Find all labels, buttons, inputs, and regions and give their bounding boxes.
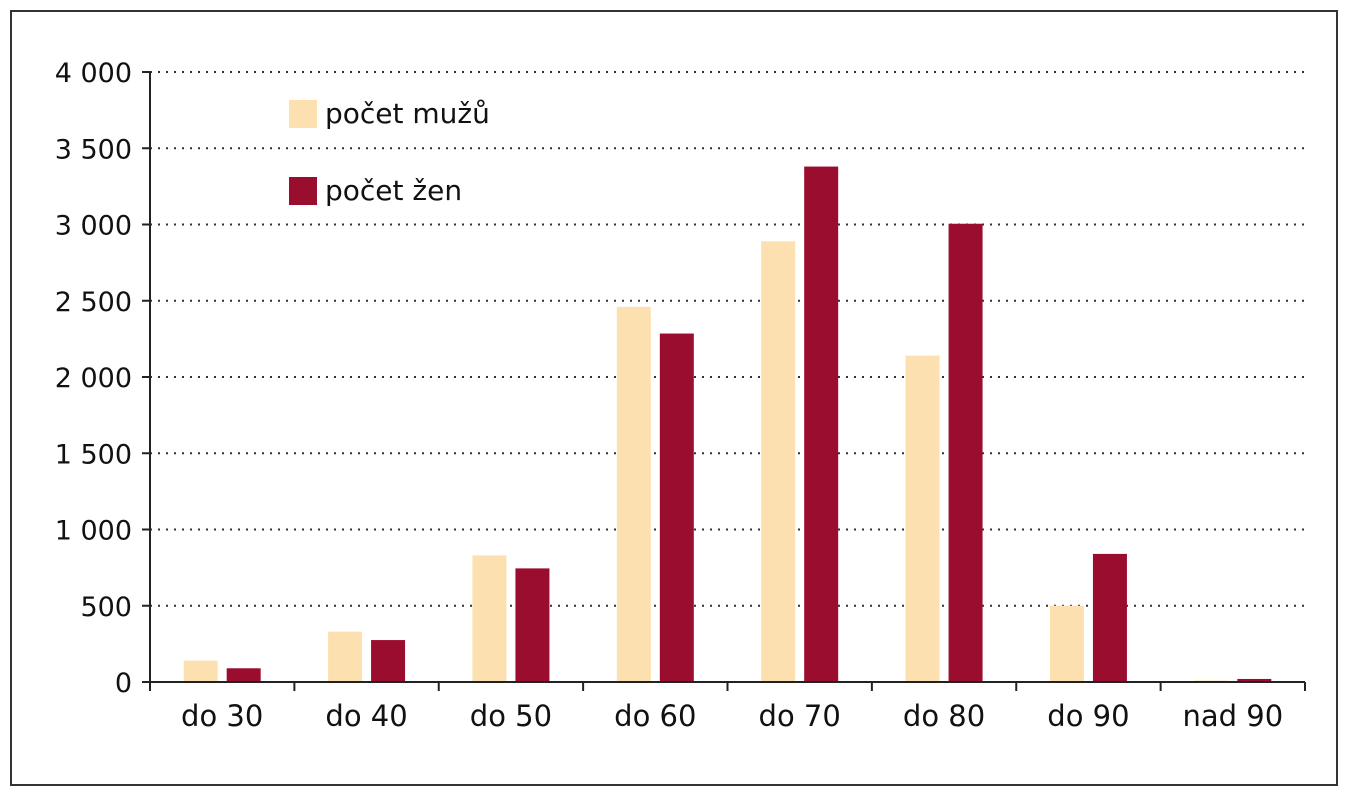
y-tick-label: 2 000 (55, 363, 132, 394)
legend: počet mužů počet žen (289, 97, 490, 207)
bar-muzi-3 (616, 306, 651, 682)
x-tick-label: nad 90 (1182, 699, 1283, 733)
bar-muzi-4 (761, 241, 796, 682)
bar-zeny-3 (659, 333, 694, 682)
y-tick-label: 1 500 (55, 439, 132, 470)
x-axis-ticks: do 30 do 40 do 50 do 60 do 70 do 80 do 90 nad 9… (149, 682, 1306, 733)
bar-zeny-1 (371, 640, 406, 682)
bar-zeny-5 (948, 223, 983, 683)
y-tick-label: 4 000 (55, 58, 132, 89)
legend-swatch-muzi (289, 100, 317, 128)
bar-muzi-0 (183, 660, 218, 682)
x-tick-label: do 60 (614, 699, 696, 733)
bar-zeny-2 (515, 568, 550, 682)
y-axis-ticks: 0 500 1 000 1 500 2 000 2 500 3 000 3 500 4 000 (55, 58, 150, 699)
y-tick-label: 1 000 (55, 516, 132, 547)
legend-swatch-zeny (289, 177, 317, 205)
bar-muzi-2 (472, 555, 507, 682)
x-tick-label: do 90 (1047, 699, 1129, 733)
y-tick-label: 2 500 (55, 287, 132, 318)
x-tick-label: do 30 (181, 699, 263, 733)
x-tick-label: do 80 (903, 699, 985, 733)
x-tick-label: do 50 (470, 699, 552, 733)
bar-muzi-5 (905, 355, 940, 682)
bar-muzi-1 (328, 631, 363, 682)
y-tick-label: 3 500 (55, 134, 132, 165)
bar-zeny-0 (226, 668, 261, 682)
y-tick-label: 0 (115, 668, 132, 699)
y-tick-label: 3 000 (55, 211, 132, 242)
bars (183, 166, 1272, 683)
legend-label-zeny: počet žen (325, 174, 462, 207)
x-tick-label: do 40 (325, 699, 407, 733)
bar-zeny-7 (1237, 678, 1272, 682)
bar-zeny-4 (804, 166, 839, 683)
y-tick-label: 500 (80, 592, 132, 623)
x-tick-label: do 70 (759, 699, 841, 733)
bar-zeny-6 (1092, 553, 1127, 682)
gridlines (150, 71, 1305, 607)
bar-muzi-6 (1049, 605, 1084, 682)
legend-label-muzi: počet mužů (325, 97, 490, 130)
